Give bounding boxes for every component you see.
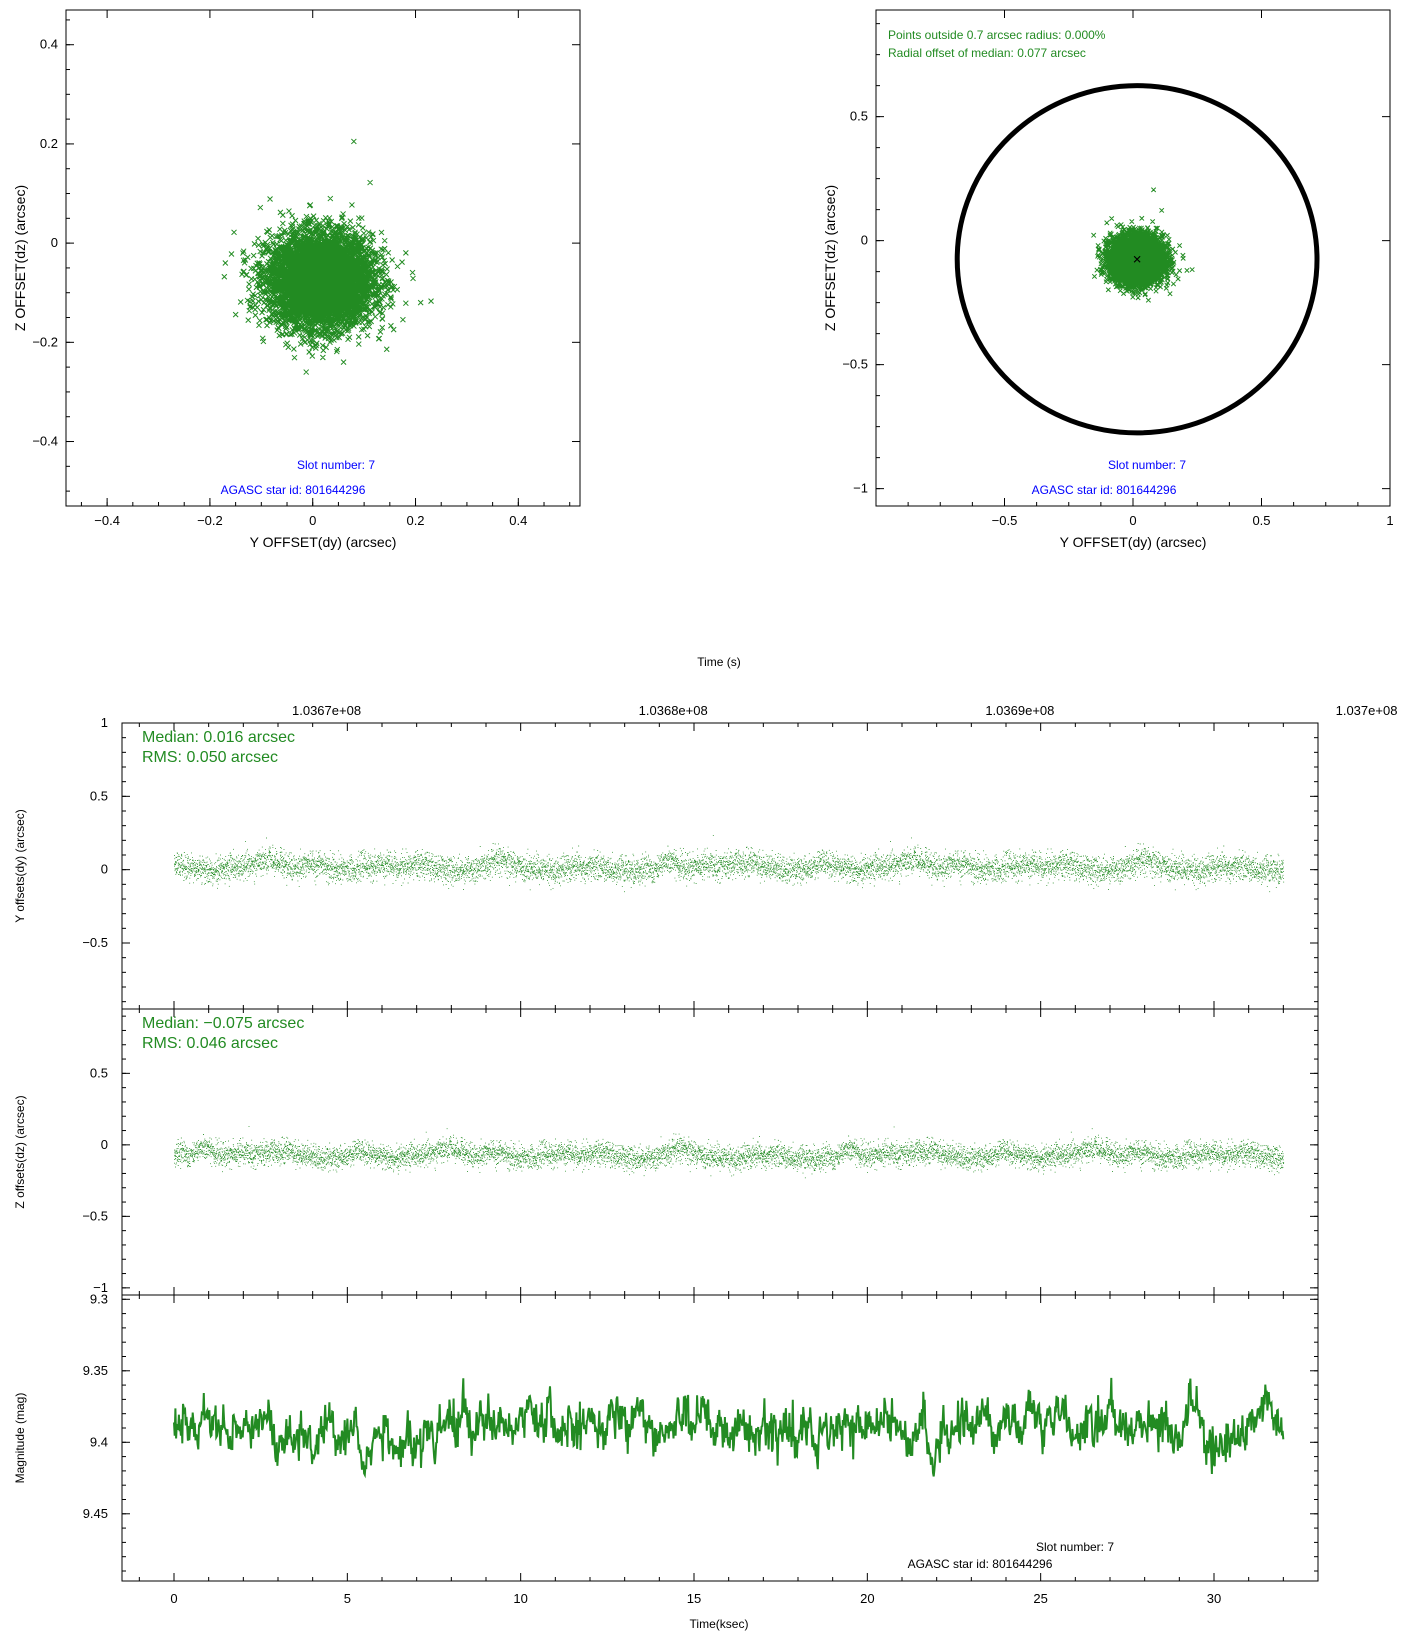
y-tick-label: 0 [101, 1137, 108, 1152]
y-tick-label: −0.5 [82, 935, 108, 950]
agasc-star-id-label: AGASC star id: 801644296 [221, 483, 366, 497]
plot-frame [65, 9, 581, 507]
scatter-points [1091, 187, 1195, 303]
radial-offset-label: Radial offset of median: 0.077 arcsec [888, 46, 1086, 60]
x-tick-label: 0 [170, 1591, 177, 1606]
z-offset-points [174, 1126, 1285, 1179]
x-tick-label: 0 [1129, 513, 1136, 528]
top-time-axis: 1.0367e+08 1.0368e+08 1.0369e+08 1.037e+08 [292, 703, 1397, 718]
y-tick-label: −1 [853, 481, 868, 496]
mag-agasc-star-id-label: AGASC star id: 801644296 [908, 1557, 1053, 1571]
top-tick-label: 1.0367e+08 [292, 703, 361, 718]
x-tick-label: 0.5 [1252, 513, 1270, 528]
y-tick-label: 0.4 [40, 37, 58, 52]
top-tick-label: 1.0368e+08 [639, 703, 708, 718]
x-tick-label: −0.2 [197, 513, 223, 528]
scatter-plot-left: −0.4 −0.2 0 0.2 0.4 −0.4 −0.2 0 0.2 0.4 Slot numb… [12, 9, 581, 550]
y-tick-label: 0 [101, 862, 108, 877]
y-tick-label: 0.5 [850, 109, 868, 124]
y-tick-label: 0.5 [90, 1065, 108, 1080]
mag-panel-ticks: 9.3 9.35 9.4 9.45 0 5 10 15 20 25 30 [83, 1291, 1319, 1606]
x-tick-label: 20 [860, 1591, 874, 1606]
z-rms-label: RMS: 0.046 arcsec [142, 1035, 278, 1052]
y-tick-label: 9.3 [90, 1291, 108, 1306]
y-tick-label: 1 [101, 715, 108, 730]
panel-frame-z [121, 1008, 1319, 1296]
z-median-label: Median: −0.075 arcsec [142, 1015, 304, 1032]
y-rms-label: RMS: 0.050 arcsec [142, 749, 278, 766]
axis-ticks: −0.5 0 0.5 1 −1 −0.5 0 0.5 [842, 10, 1394, 528]
magnitude-series-line [173, 1377, 1285, 1479]
y-tick-label: −0.4 [32, 434, 58, 449]
mag-slot-number-label: Slot number: 7 [1036, 1540, 1114, 1554]
top-axis-title: Time (s) [697, 655, 741, 669]
top-tick-label: 1.037e+08 [1336, 703, 1398, 718]
x-tick-label: 25 [1033, 1591, 1047, 1606]
y-tick-label: 9.35 [83, 1363, 108, 1378]
x-tick-label: 5 [344, 1591, 351, 1606]
x-tick-label: 15 [687, 1591, 701, 1606]
y-tick-label: −0.5 [82, 1208, 108, 1223]
median-marker [1133, 255, 1141, 263]
time-series-panels: Time (s) 1.0367e+08 1.0368e+08 1.0369e+08 1… [13, 655, 1397, 1631]
x-tick-label: −0.5 [992, 513, 1018, 528]
scatter-points [221, 138, 434, 375]
top-tick-label: 1.0369e+08 [985, 703, 1054, 718]
x-tick-label: 0.4 [509, 513, 527, 528]
x-tick-label: 1 [1386, 513, 1393, 528]
scatter-plot-right: −0.5 0 0.5 1 −1 −0.5 0 0.5 Points outside 0.7 a… [822, 9, 1394, 550]
y-tick-label: 9.45 [83, 1506, 108, 1521]
y-tick-label: 0.5 [90, 788, 108, 803]
y-tick-label: 0 [51, 235, 58, 250]
z-panel-ticks: −1 −0.5 0 0.5 [82, 1009, 1319, 1295]
x-axis-title: Y OFFSET(dy) (arcsec) [1060, 534, 1207, 550]
x-tick-label: 10 [513, 1591, 527, 1606]
z-panel-axis-title: Z offsets(dz) (arcsec) [13, 1095, 27, 1208]
y-axis-title: Z OFFSET(dz) (arcsec) [12, 185, 28, 331]
y-tick-label: −0.5 [842, 357, 868, 372]
mag-panel-axis-title: Magnitude (mag) [13, 1393, 27, 1484]
y-tick-label: −0.2 [32, 334, 58, 349]
y-tick-label: 9.4 [90, 1434, 108, 1449]
y-axis-title: Z OFFSET(dz) (arcsec) [822, 185, 838, 331]
radius-circle [954, 83, 1320, 436]
y-offset-points [174, 835, 1285, 893]
y-tick-label: 0 [861, 233, 868, 248]
agasc-star-id-label: AGASC star id: 801644296 [1032, 483, 1177, 497]
x-axis-title: Time(ksec) [690, 1617, 749, 1631]
x-tick-label: 0.2 [406, 513, 424, 528]
y-panel-axis-title: Y offsets(dy) (arcsec) [13, 809, 27, 923]
x-axis-title: Y OFFSET(dy) (arcsec) [250, 534, 397, 550]
slot-number-label: Slot number: 7 [297, 458, 375, 472]
slot-number-label: Slot number: 7 [1108, 458, 1186, 472]
points-outside-label: Points outside 0.7 arcsec radius: 0.000% [888, 28, 1106, 42]
x-tick-label: −0.4 [94, 513, 120, 528]
panel-frame-y [121, 722, 1319, 1010]
axis-ticks: −0.4 −0.2 0 0.2 0.4 −0.4 −0.2 0 0.2 0.4 [32, 10, 580, 528]
panel-frame-mag [121, 1294, 1319, 1582]
y-median-label: Median: 0.016 arcsec [142, 729, 295, 746]
y-tick-label: −1 [93, 1280, 108, 1295]
scatter-point-cloud [221, 138, 434, 375]
scatter-point-cloud [1091, 187, 1195, 303]
x-tick-label: 0 [309, 513, 316, 528]
x-tick-label: 30 [1207, 1591, 1221, 1606]
series-points [174, 1126, 1285, 1179]
y-panel-ticks: −0.5 0 0.5 1 [82, 715, 1319, 1009]
series-points [174, 835, 1285, 893]
y-tick-label: 0.2 [40, 136, 58, 151]
